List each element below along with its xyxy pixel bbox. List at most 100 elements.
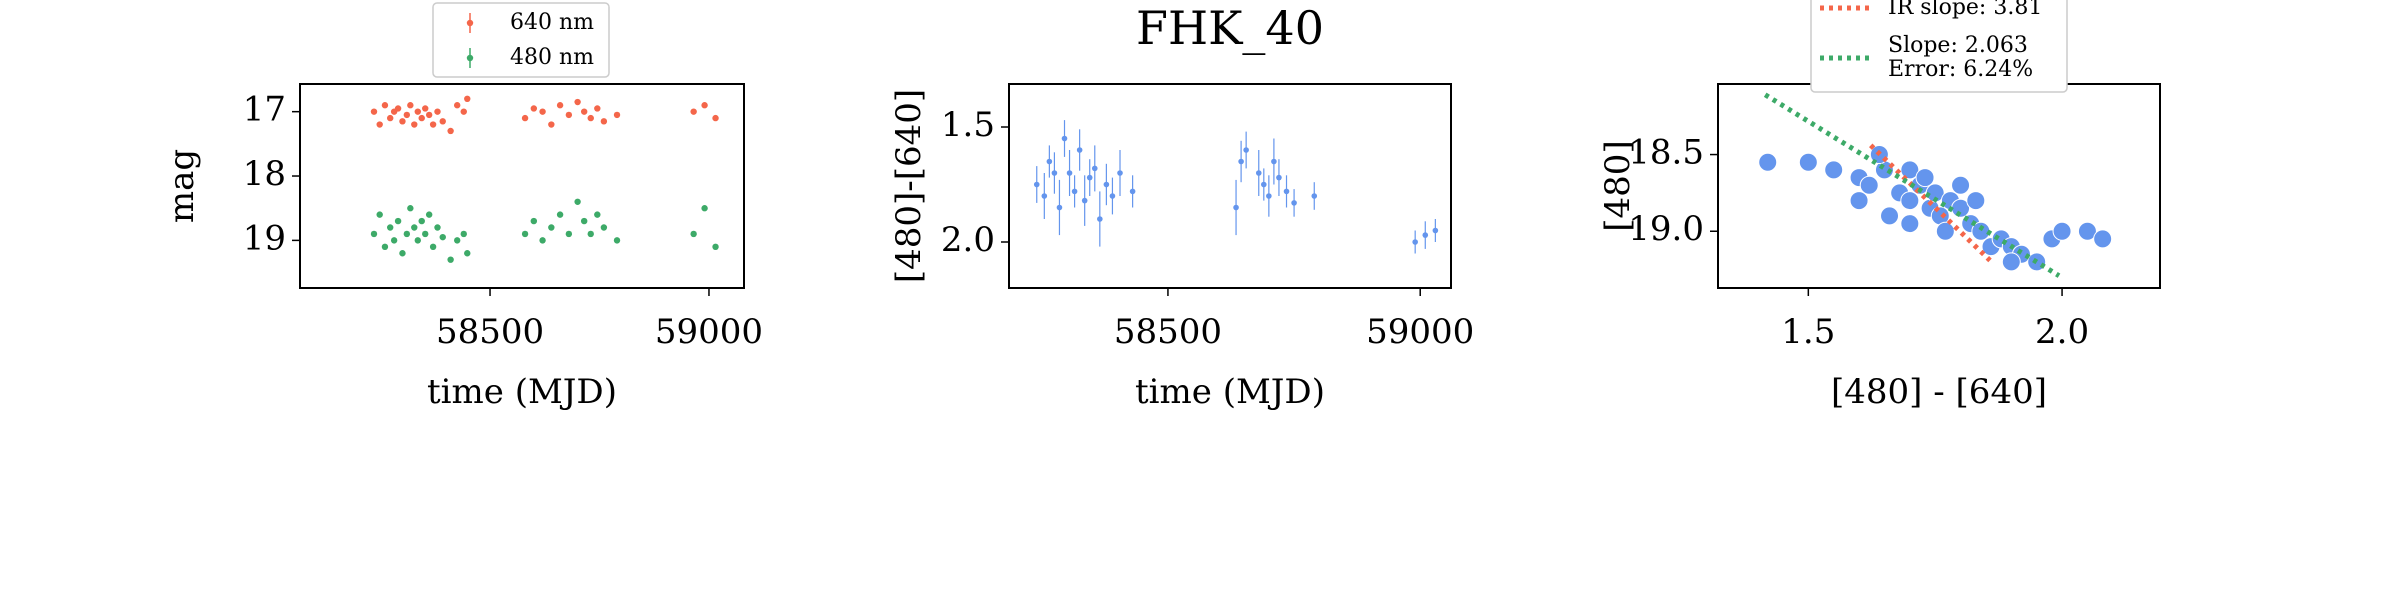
point — [594, 211, 601, 218]
point — [594, 105, 601, 112]
point — [1066, 170, 1073, 176]
point — [1824, 160, 1844, 180]
legend-box — [432, 2, 610, 78]
y-tick-label: 19.0 — [1628, 209, 1704, 249]
point — [1109, 193, 1116, 199]
point — [381, 243, 389, 251]
legend-line: IR slope: 3.81 — [1888, 0, 2042, 20]
point — [1081, 197, 1088, 204]
point — [1880, 206, 1900, 226]
y-axis-label: [480]-[640] — [889, 89, 929, 283]
point — [2001, 252, 2021, 272]
point — [574, 98, 581, 106]
point — [1758, 152, 1778, 172]
x-axis-label: [480] - [640] — [1831, 372, 2047, 412]
point — [1412, 239, 1418, 245]
point — [407, 205, 414, 212]
point — [1271, 158, 1277, 165]
point — [1283, 188, 1290, 195]
axes-frame — [299, 83, 745, 289]
point — [1103, 181, 1110, 188]
x-axis-label: time (MJD) — [427, 372, 617, 412]
point — [394, 217, 402, 225]
axes-frame — [1008, 83, 1452, 289]
point — [574, 198, 581, 205]
point — [1951, 175, 1971, 195]
point — [1900, 214, 1920, 234]
point — [600, 224, 608, 231]
point — [521, 230, 529, 238]
point — [556, 102, 564, 109]
point — [1071, 188, 1078, 195]
point — [1255, 170, 1262, 176]
point — [587, 230, 594, 238]
point — [411, 224, 418, 231]
point — [453, 102, 461, 109]
point — [429, 243, 437, 251]
point — [1966, 191, 1986, 211]
legend-label: 640 nm — [510, 10, 594, 35]
legend-label: Slope: 2.063 Error: 6.24% — [1888, 33, 2033, 82]
point — [460, 108, 467, 115]
point — [1243, 147, 1249, 153]
point — [439, 233, 446, 241]
point — [712, 114, 719, 122]
point — [1422, 232, 1429, 238]
point — [418, 114, 425, 122]
point — [1061, 135, 1068, 142]
point — [447, 256, 454, 263]
plot-area — [1033, 120, 1439, 254]
point — [548, 121, 555, 128]
point — [376, 121, 383, 128]
plot-area — [370, 95, 719, 263]
point — [403, 111, 411, 119]
legend-swatch — [466, 19, 474, 27]
point — [1266, 193, 1272, 199]
legend-label: 480 nm — [510, 45, 594, 70]
y-tick-label: 2.0 — [941, 220, 995, 260]
point — [425, 211, 433, 218]
point — [1915, 168, 1935, 188]
point — [548, 224, 555, 231]
point — [1097, 216, 1103, 222]
point — [399, 250, 406, 257]
plot-area — [1758, 92, 2113, 278]
point — [600, 118, 608, 125]
legend-label: IR slope: 3.81 — [1888, 0, 2042, 20]
point — [399, 118, 406, 125]
point — [414, 108, 421, 115]
point — [587, 114, 594, 122]
chart-title: FHK_40 — [1136, 1, 1324, 55]
x-tick-label: 58500 — [1114, 312, 1222, 352]
point — [580, 108, 588, 115]
point — [539, 237, 546, 244]
point — [464, 95, 471, 103]
point — [1091, 165, 1098, 172]
point — [1129, 188, 1136, 195]
x-axis-label: time (MJD) — [1135, 372, 1325, 412]
point — [447, 127, 454, 135]
point — [1238, 158, 1244, 165]
point — [1076, 147, 1083, 153]
y-tick-label: 18.5 — [1628, 133, 1704, 173]
point — [414, 237, 421, 244]
point — [712, 243, 719, 251]
point — [1233, 204, 1239, 211]
legend-line: Slope: 2.063 — [1888, 33, 2028, 58]
point — [464, 250, 471, 257]
point — [1935, 221, 1955, 241]
point — [565, 111, 573, 119]
point — [1046, 158, 1053, 165]
point — [1798, 152, 1818, 172]
point — [2052, 221, 2072, 241]
point — [2093, 229, 2113, 249]
point — [418, 217, 425, 225]
legend-box — [1810, 0, 2068, 93]
point — [381, 102, 389, 109]
x-tick-label: 59000 — [1366, 312, 1474, 352]
point — [1859, 175, 1879, 195]
point — [580, 217, 588, 225]
point — [387, 224, 394, 231]
point — [422, 105, 429, 112]
point — [434, 224, 441, 231]
